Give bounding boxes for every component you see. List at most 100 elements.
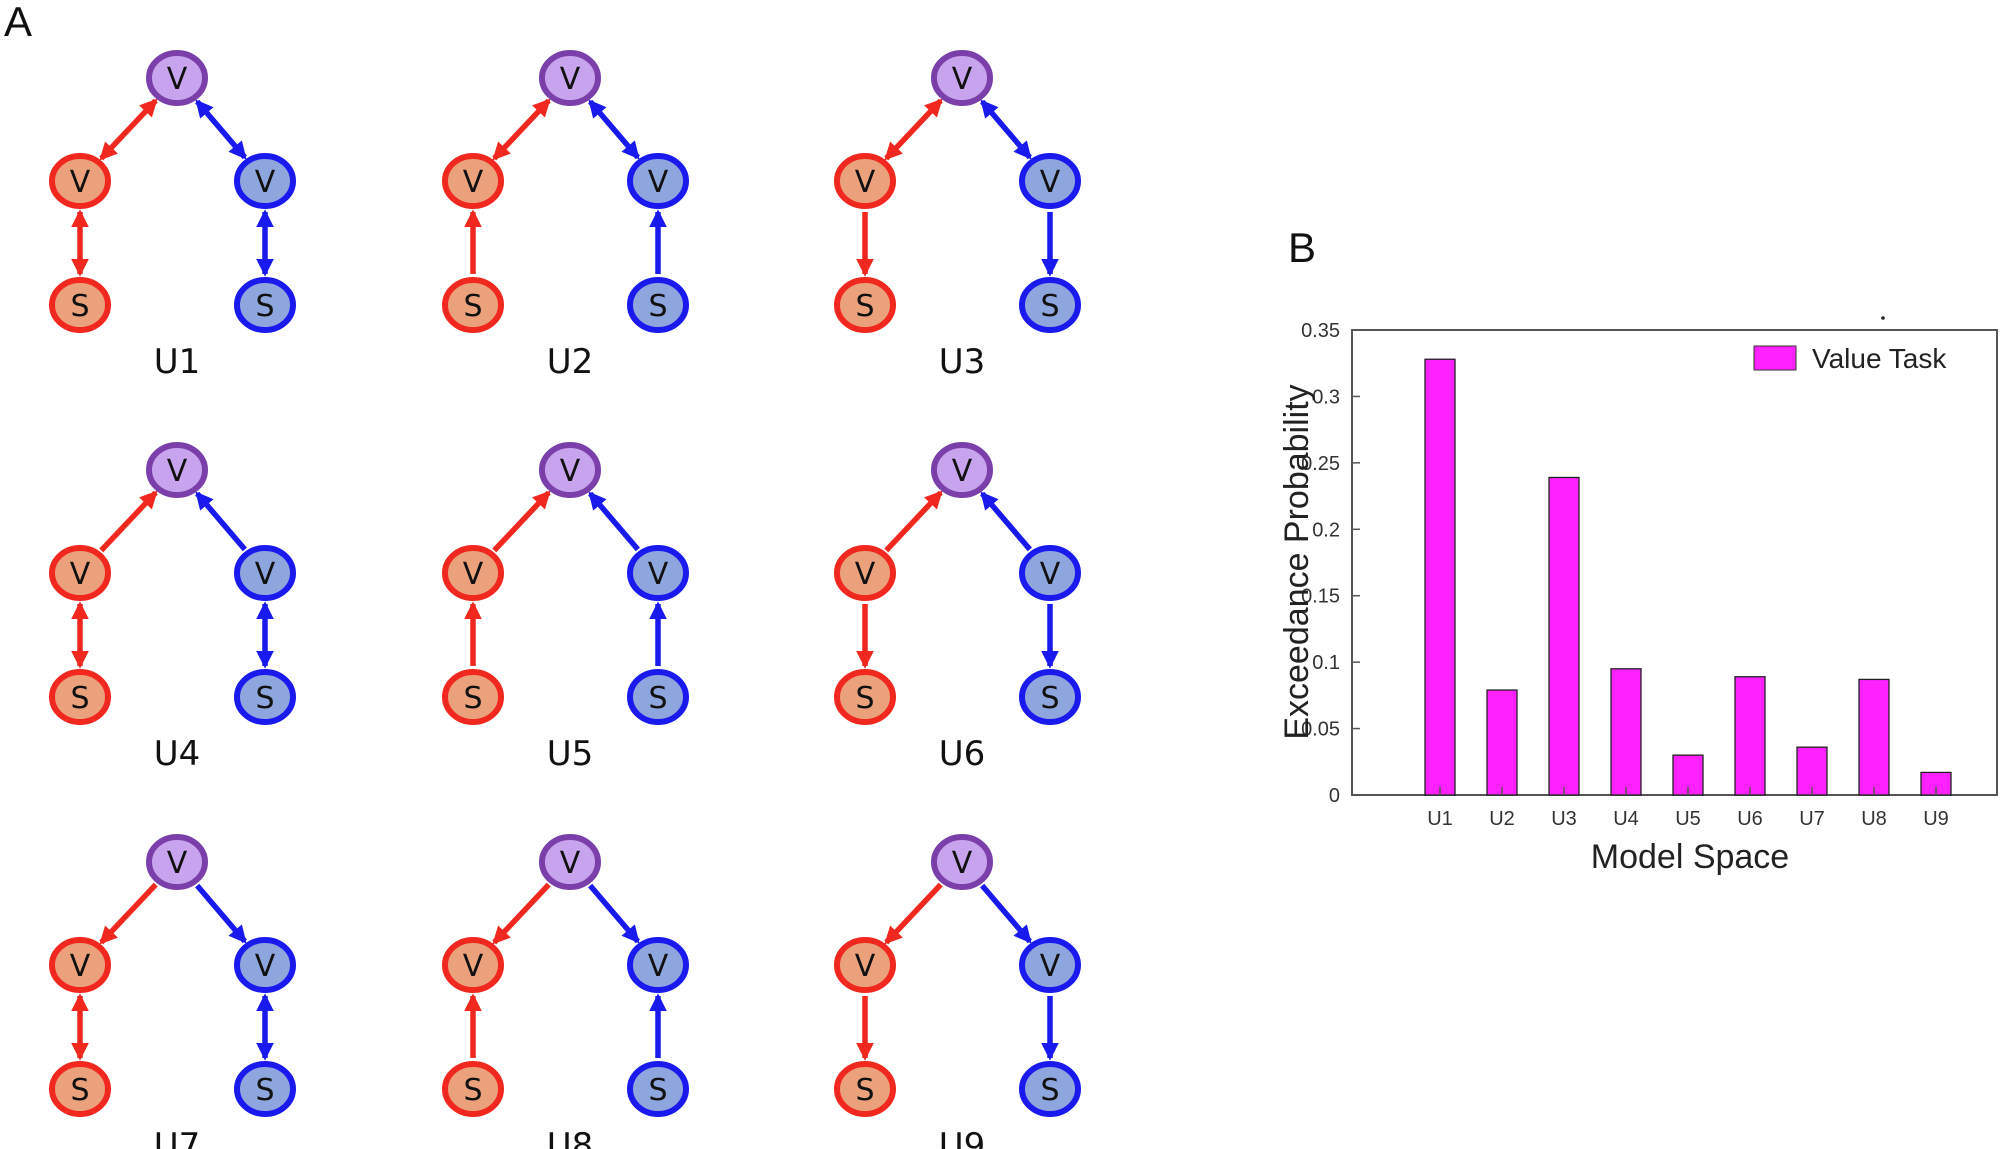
x-tick-label: U6 — [1737, 808, 1763, 830]
right-sensory-node-label: S — [648, 681, 667, 716]
right-sensory-node-circle — [234, 669, 296, 725]
right-value-node-label: V — [648, 949, 669, 984]
right-value-node-circle — [234, 545, 296, 601]
y-tick-label: 0.2 — [1312, 519, 1340, 541]
left-value-node-label: V — [70, 949, 91, 984]
right-sensory-node-label: S — [255, 1073, 274, 1108]
right-value-node-label: V — [255, 949, 276, 984]
y-tick-label: 0.35 — [1301, 320, 1340, 342]
left-value-node-circle — [49, 153, 111, 209]
left-value-node-circle — [442, 545, 504, 601]
model-label: U9 — [939, 1126, 986, 1149]
edge-top-left — [492, 490, 551, 553]
right-sensory-node-circle — [234, 1061, 296, 1117]
left-sensory-node-label: S — [855, 289, 874, 324]
bar-u4 — [1610, 668, 1642, 796]
right-sensory-node-circle — [627, 277, 689, 333]
right-value-node-circle — [1019, 545, 1081, 601]
right-value-node-circle — [234, 937, 296, 993]
right-sensory-node-label: S — [648, 289, 667, 324]
right-value-node-circle — [627, 153, 689, 209]
left-sensory-node-label: S — [463, 289, 482, 324]
left-sensory-node-circle — [834, 669, 896, 725]
top-node-label: V — [560, 846, 581, 881]
model-label: U2 — [547, 342, 594, 382]
model-diagram-u4: V V V S S U4 — [49, 442, 296, 774]
top-node-label: V — [952, 454, 973, 489]
right-value-node-label: V — [648, 165, 669, 200]
left-sensory-node-circle — [834, 277, 896, 333]
right-sensory-node-label: S — [255, 289, 274, 324]
right-sensory-node-label: S — [1040, 681, 1059, 716]
edge-top-left — [884, 882, 943, 945]
model-diagram-u8: V V V S S U8 — [442, 834, 689, 1149]
edge-top-left — [99, 98, 158, 161]
bar-chart: 00.050.10.150.20.250.30.35 U1 U2 U3 U4 U5 U6 U… — [1278, 316, 1998, 876]
edge-top-right — [588, 883, 640, 944]
y-tick-label: 0.1 — [1312, 652, 1340, 674]
left-sensory-node-circle — [834, 1061, 896, 1117]
stray-dot — [1881, 316, 1885, 320]
model-label: U6 — [939, 734, 986, 774]
right-sensory-node-label: S — [648, 1073, 667, 1108]
model-diagram-u9: V V V S S U9 — [834, 834, 1081, 1149]
model-diagram-u5: V V V S S U5 — [442, 442, 689, 774]
left-sensory-node-circle — [49, 1061, 111, 1117]
right-sensory-node-label: S — [255, 681, 274, 716]
right-value-node-label: V — [1040, 557, 1061, 592]
right-sensory-node-circle — [627, 1061, 689, 1117]
legend: Value Task — [1753, 343, 1947, 374]
y-tick-label: 0 — [1329, 785, 1340, 807]
y-axis: 0 0.05 0.1 0.15 0.2 0.25 0.3 0.35 — [1301, 320, 1360, 807]
edge-top-right — [195, 99, 247, 160]
right-sensory-node-circle — [1019, 669, 1081, 725]
legend-label: Value Task — [1812, 343, 1947, 374]
left-sensory-node-circle — [442, 669, 504, 725]
edge-top-right — [588, 491, 640, 552]
top-node-label: V — [167, 454, 188, 489]
right-sensory-node-circle — [234, 277, 296, 333]
right-sensory-node-circle — [1019, 1061, 1081, 1117]
x-tick-label: U2 — [1489, 808, 1515, 830]
top-node-circle — [539, 50, 601, 106]
model-diagram-u6: V V V S S U6 — [834, 442, 1081, 774]
top-node-circle — [146, 442, 208, 498]
right-sensory-node-circle — [1019, 277, 1081, 333]
right-value-node-circle — [1019, 937, 1081, 993]
edge-top-left — [884, 98, 943, 161]
left-sensory-node-label: S — [70, 289, 89, 324]
right-value-node-label: V — [1040, 949, 1061, 984]
right-sensory-node-circle — [627, 669, 689, 725]
left-value-node-circle — [834, 545, 896, 601]
x-tick-label: U7 — [1799, 808, 1825, 830]
top-node-circle — [539, 442, 601, 498]
right-sensory-node-label: S — [1040, 1073, 1059, 1108]
x-tick-label: U1 — [1427, 808, 1453, 830]
model-diagrams: V V V S S U1 V V V S S U2 V V V S S U3 V V V S S U4 V V V S S U5 V V V S S… — [49, 50, 1081, 1149]
top-node-label: V — [560, 454, 581, 489]
right-sensory-node-label: S — [1040, 289, 1059, 324]
right-value-node-label: V — [1040, 165, 1061, 200]
model-label: U1 — [154, 342, 201, 382]
edge-top-right — [588, 99, 640, 160]
left-value-node-label: V — [70, 557, 91, 592]
left-value-node-label: V — [463, 557, 484, 592]
edge-top-right — [195, 883, 247, 944]
edge-top-left — [99, 882, 158, 945]
x-tick-label: U9 — [1923, 808, 1949, 830]
bar-u2 — [1486, 689, 1518, 796]
left-sensory-node-circle — [49, 669, 111, 725]
left-value-node-circle — [442, 937, 504, 993]
left-value-node-label: V — [463, 949, 484, 984]
right-value-node-label: V — [648, 557, 669, 592]
panel-a-label: A — [4, 0, 32, 45]
top-node-label: V — [167, 846, 188, 881]
top-node-label: V — [560, 62, 581, 97]
left-value-node-label: V — [70, 165, 91, 200]
right-value-node-label: V — [255, 165, 276, 200]
top-node-label: V — [952, 62, 973, 97]
left-value-node-label: V — [855, 949, 876, 984]
edge-top-left — [884, 490, 943, 553]
x-tick-label: U3 — [1551, 808, 1577, 830]
